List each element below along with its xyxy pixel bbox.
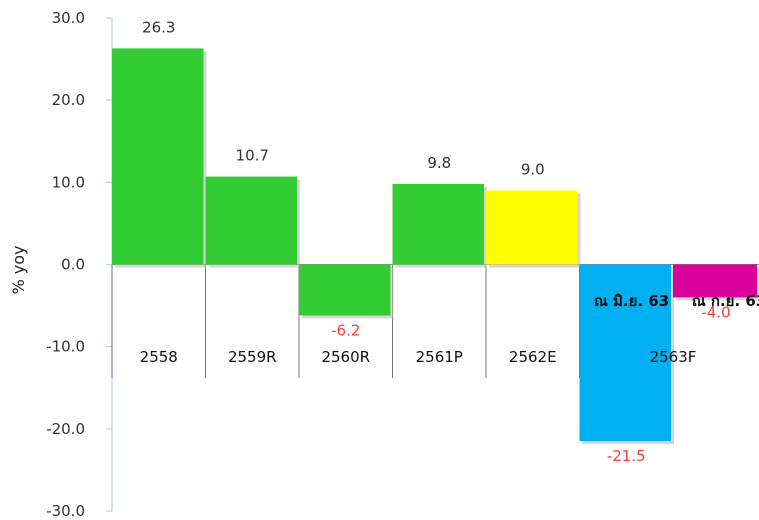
y-axis-label: % yoy bbox=[9, 245, 28, 294]
data-label: -6.2 bbox=[331, 321, 360, 339]
bar-layer bbox=[112, 48, 759, 445]
data-label: 10.7 bbox=[236, 147, 269, 165]
category-label: 2560R bbox=[321, 348, 370, 366]
label-layer: 26.3 10.7 -6.2 9.8 9.0 -21.5 ณ มิ.ย. 63 -4.0ณ ก… bbox=[140, 18, 759, 465]
data-label: 9.8 bbox=[427, 154, 451, 172]
bar bbox=[486, 190, 578, 265]
y-tick-label: 30.0 bbox=[52, 9, 85, 27]
y-tick-label: -30.0 bbox=[46, 502, 85, 520]
bar bbox=[299, 264, 391, 316]
data-label: 9.0 bbox=[521, 161, 545, 179]
data-label: -21.5 bbox=[607, 447, 646, 465]
category-label: 2559R bbox=[228, 348, 277, 366]
category-label: 2563F bbox=[650, 348, 697, 366]
y-tick-label: -20.0 bbox=[46, 420, 85, 438]
y-tick-label: 0.0 bbox=[61, 256, 85, 274]
y-tick-label: 10.0 bbox=[52, 173, 85, 191]
category-label: 2561P bbox=[416, 348, 463, 366]
data-label: -4.0 bbox=[701, 303, 730, 321]
y-tick-label: 20.0 bbox=[52, 91, 85, 109]
bar bbox=[205, 176, 297, 265]
bar bbox=[112, 48, 204, 265]
sub-category-label: ณ มิ.ย. 63 bbox=[594, 292, 669, 310]
bar bbox=[392, 183, 484, 265]
bar bbox=[579, 264, 671, 442]
sub-category-label: ณ ก.ย. 63 bbox=[692, 292, 759, 310]
category-label: 2558 bbox=[140, 348, 178, 366]
y-tick-label: -10.0 bbox=[46, 338, 85, 356]
bar bbox=[673, 264, 757, 298]
category-label: 2562E bbox=[509, 348, 557, 366]
data-label: 26.3 bbox=[142, 18, 175, 36]
